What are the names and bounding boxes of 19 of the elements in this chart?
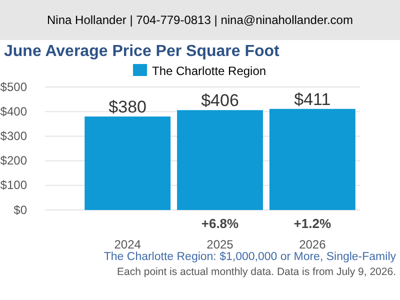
data-label: $411 (294, 90, 331, 109)
y-tick-label: $200 (0, 154, 28, 168)
chart-title: June Average Price Per Square Foot (4, 43, 280, 60)
text: +6.8% (201, 216, 240, 231)
y-tick-label: $100 (0, 178, 28, 192)
data-label: $406 (201, 91, 239, 110)
x-tick-label: 2026 (299, 238, 326, 252)
x-tick-label: 2024 (114, 238, 142, 252)
data-label: $380 (108, 98, 147, 117)
text: The Charlotte Region: $1,000,000 or More, Single-Family (104, 251, 396, 263)
y-tick-label: $0 (14, 202, 28, 217)
text: +1.2% (294, 216, 332, 231)
legend-label: The Charlotte Region (152, 64, 266, 78)
text: Nina Hollander | 704-779-0813 | nina@ninahollander.com (47, 13, 353, 27)
text: Each point is actual monthly data. Data is from July 9, 2026. (117, 266, 396, 278)
y-tick-label: $300 (0, 129, 28, 144)
x-tick-label: 2025 (206, 238, 234, 252)
y-tick-label: $400 (0, 104, 28, 118)
y-tick-label: $500 (0, 80, 28, 94)
